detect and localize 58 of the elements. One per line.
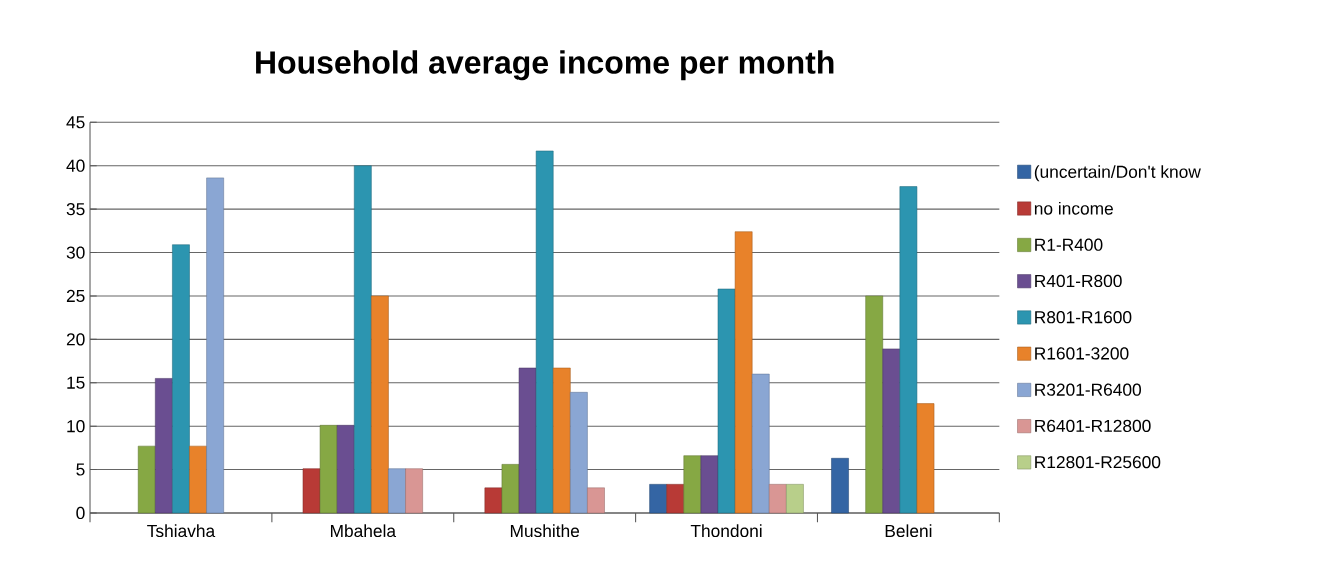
bar [882, 348, 901, 514]
legend-label: no income [1034, 201, 1113, 215]
bar [649, 484, 667, 514]
bar [865, 295, 884, 514]
bar [172, 244, 190, 514]
bar [587, 487, 605, 514]
x-tick-label: Beleni [885, 524, 932, 538]
legend-label: R801-R1600 [1035, 311, 1132, 324]
bar [786, 484, 804, 514]
bar [552, 367, 571, 514]
x-tick-label: Mushithe [510, 524, 580, 538]
bar [336, 425, 355, 514]
y-tick-label: 0 [76, 506, 85, 520]
legend-label: R1-R400 [1035, 238, 1103, 251]
legend-label: (uncertain/Don't know [1034, 165, 1201, 182]
bar [518, 367, 537, 514]
chart-title: Household average income per month [256, 50, 834, 81]
bar [666, 484, 685, 514]
legend-label: R3201-R6400 [1035, 383, 1142, 396]
y-tick-label: 25 [66, 289, 85, 303]
bar [535, 150, 554, 514]
bar [570, 392, 588, 514]
bar [700, 455, 719, 514]
y-tick-label: 30 [66, 246, 85, 259]
legend-label: R12801-R25600 [1035, 456, 1161, 469]
y-tick-label: 40 [66, 159, 85, 172]
legend-label: R1601-3200 [1035, 347, 1129, 360]
x-tick-label: Tshiavha [147, 524, 216, 538]
bar [405, 468, 423, 514]
bar [734, 231, 753, 514]
bar [683, 455, 702, 514]
bar [137, 445, 156, 514]
bar [916, 403, 935, 514]
x-tick-label: Mbahela [330, 524, 397, 538]
bar [189, 445, 207, 514]
bar [302, 468, 321, 514]
x-tick-label: Thondoni [690, 524, 762, 538]
bar [751, 373, 770, 514]
bar [371, 295, 389, 514]
y-tick-label: 5 [76, 463, 85, 476]
bar [388, 468, 406, 514]
legend-label: R6401-R12800 [1035, 419, 1151, 433]
bar [206, 177, 224, 514]
y-tick-label: 45 [66, 116, 85, 129]
y-tick-label: 10 [67, 420, 85, 433]
y-tick-label: 20 [66, 333, 85, 346]
y-tick-label: 35 [66, 203, 85, 216]
bar [831, 458, 849, 514]
bar [501, 464, 520, 514]
legend-label: R401-R800 [1035, 274, 1122, 288]
bar [484, 487, 503, 514]
bar [319, 425, 338, 514]
bar [353, 165, 372, 514]
bar [899, 186, 918, 514]
y-tick-label: 15 [67, 376, 85, 389]
bar [769, 484, 787, 514]
bar [155, 378, 173, 514]
bar [717, 288, 736, 514]
